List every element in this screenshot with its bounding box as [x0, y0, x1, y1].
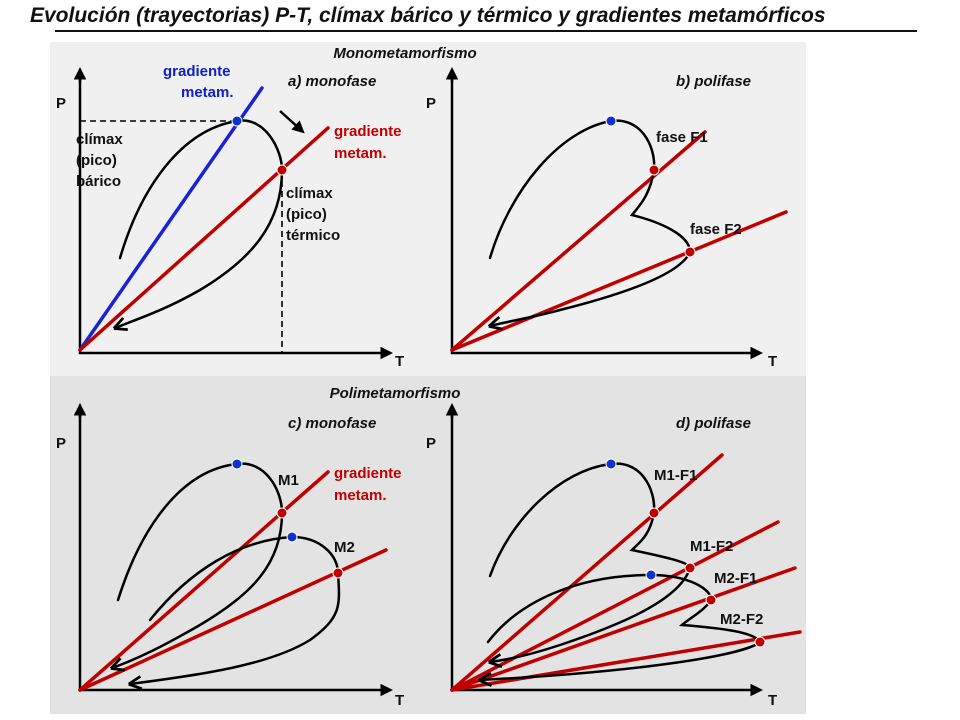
panel-b-phase1-label: fase F1 [656, 129, 708, 146]
panel-d-p-label: P [426, 435, 436, 452]
panel-a-red-gradient-line [78, 126, 330, 352]
panel-a-blue-gradient-label-1: gradiente [163, 63, 231, 80]
panel-c-m2-label: M2 [334, 539, 355, 556]
panel-a: P T a) monofase gradiente metam. gradien… [56, 63, 404, 370]
panel-d-gradient-3 [450, 566, 797, 692]
panel-a-baric-peak-dot [231, 115, 243, 127]
section-poli-background [50, 376, 806, 714]
panel-b-pt-path [487, 119, 692, 331]
panel-d-m2f2-label: M2-F2 [720, 611, 763, 628]
panel-c-m2-peak-t-dot [332, 567, 344, 579]
panel-b-peak-p-dot [605, 115, 617, 127]
title-underline [55, 30, 917, 32]
panel-c: P T c) monofase M1 M2 gradiente metam. [56, 403, 404, 709]
panel-c-red-gradient-label-2: metam. [334, 487, 387, 504]
panel-a-thermal-label-2: (pico) [286, 206, 327, 223]
panel-d-m1f1-label: M1-F1 [654, 467, 697, 484]
panel-b-f1-dot [648, 164, 660, 176]
panel-c-m1-peak-p-dot [231, 458, 243, 470]
section-mono-heading: Monometamorfismo [333, 45, 476, 62]
panel-d-gradient-2 [450, 520, 780, 692]
panel-a-baric-label-2: (pico) [76, 152, 117, 169]
panel-d-m2f1-dot [705, 594, 717, 606]
panel-b-title: b) polifase [676, 73, 751, 90]
panel-b-p-label: P [426, 95, 436, 112]
panel-a-axes [78, 76, 393, 360]
panel-a-blue-gradient-label-2: metam. [181, 84, 234, 101]
panel-c-m1-peak-t-dot [276, 507, 288, 519]
panel-d-m1f2-dot [684, 562, 696, 574]
panel-c-m2-peak-p-dot [286, 531, 298, 543]
panel-a-thermal-peak-dot [276, 164, 288, 176]
panel-b-gradient-2 [450, 210, 788, 352]
panel-b-phase2-label: fase F2 [690, 221, 742, 238]
panel-d-m1f1-dot [648, 507, 660, 519]
panel-d-path-m2 [478, 573, 762, 687]
panel-d-m2f1-label: M2-F1 [714, 570, 757, 587]
section-mono-background [50, 42, 806, 376]
panel-d-m2f2-dot [754, 636, 766, 648]
panel-c-m1-label: M1 [278, 472, 299, 489]
panel-a-t-label: T [395, 353, 404, 370]
panel-a-red-gradient-label-1: gradiente [334, 123, 402, 140]
page-title: Evolución (trayectorias) P-T, clímax bár… [30, 4, 826, 27]
panel-b-f2-dot [684, 246, 696, 258]
section-poli-heading: Polimetamorfismo [330, 385, 461, 402]
panel-c-red-gradient-label-1: gradiente [334, 465, 402, 482]
panel-c-title: c) monofase [288, 415, 376, 432]
panel-c-gradient-1 [78, 470, 330, 692]
panel-a-red-gradient-label-2: metam. [334, 145, 387, 162]
panel-d-path-m1 [487, 462, 692, 669]
panel-d-m2-peak-p-dot [645, 569, 657, 581]
panel-c-t-label: T [395, 692, 404, 709]
panel-a-p-label: P [56, 95, 66, 112]
panel-d-m1-peak-p-dot [605, 458, 617, 470]
panel-d-gradient-1 [450, 453, 724, 692]
panel-a-baric-label-3: bárico [76, 173, 121, 190]
panel-d-gradient-4 [450, 630, 802, 692]
panel-a-title: a) monofase [288, 73, 376, 90]
panel-a-thermal-label-1: clímax [286, 185, 333, 202]
panel-d: P T d) polifase M1-F1 M1-F2 M2-F1 M2-F2 [426, 403, 802, 709]
panel-b: P T b) polifase fase F1 fase F2 [426, 67, 788, 370]
panel-a-baric-label-1: clímax [76, 131, 123, 148]
panel-b-axes [450, 76, 763, 360]
panel-d-m1f2-label: M1-F2 [690, 538, 733, 555]
panel-d-title: d) polifase [676, 415, 751, 432]
panel-a-blue-gradient-line [78, 86, 264, 352]
panel-b-gradient-1 [450, 130, 707, 352]
panel-d-t-label: T [768, 692, 777, 709]
panel-a-small-arrow [279, 110, 305, 134]
panel-a-thermal-label-3: térmico [286, 227, 340, 244]
panel-b-t-label: T [768, 353, 777, 370]
panel-c-p-label: P [56, 435, 66, 452]
